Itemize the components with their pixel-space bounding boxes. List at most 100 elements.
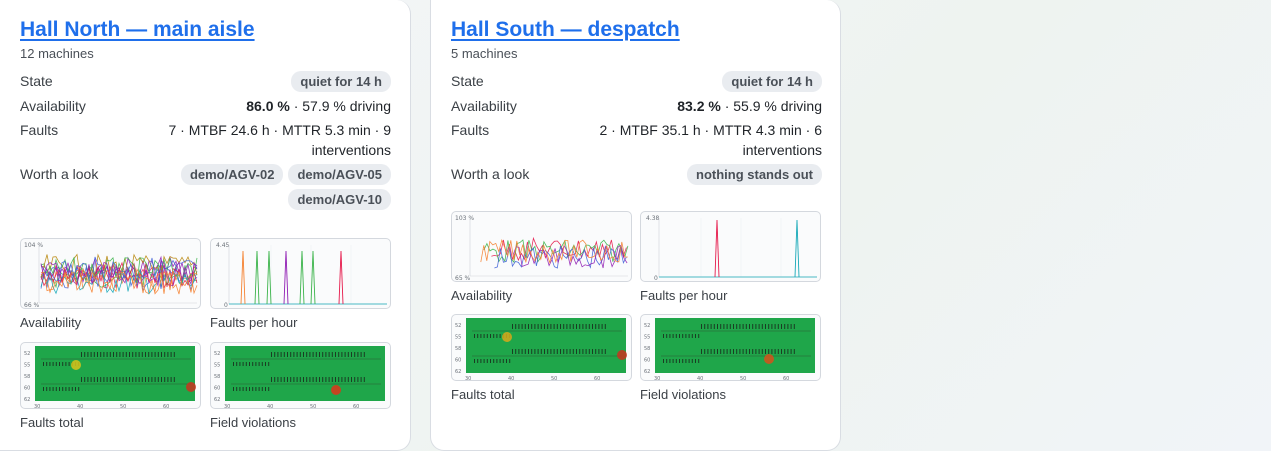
nothing-badge: nothing stands out bbox=[687, 164, 822, 185]
availability-value: 83.2 % bbox=[677, 98, 721, 114]
fault-spike bbox=[266, 250, 272, 305]
availability-label: Availability bbox=[451, 98, 517, 114]
chart-caption: Availability bbox=[451, 288, 513, 303]
state-label: State bbox=[20, 73, 53, 89]
floor-heatmap: 52 55 58 60 62 30 40 50 60 bbox=[455, 318, 627, 381]
fault-spike bbox=[714, 219, 720, 278]
chart-caption: Faults total bbox=[20, 415, 84, 430]
y-bottom-label: 65 % bbox=[455, 275, 471, 282]
hall-title-link[interactable]: Hall North — main aisle bbox=[20, 18, 255, 41]
y-tick-label: 52 bbox=[644, 323, 650, 329]
y-tick-label: 55 bbox=[644, 335, 650, 341]
faults-value: 2 · MTBF 35.1 h · MTTR 4.3 min · 6 inter… bbox=[599, 122, 823, 158]
x-tick-label: 50 bbox=[740, 376, 746, 381]
chart-caption: Faults per hour bbox=[640, 288, 728, 303]
y-tick-label: 60 bbox=[455, 358, 461, 364]
y-tick-label: 58 bbox=[24, 374, 30, 380]
x-tick-label: 30 bbox=[465, 376, 471, 381]
availability-chart[interactable]: 104 % 66 % Availability bbox=[20, 238, 201, 330]
x-tick-label: 40 bbox=[267, 404, 273, 409]
y-top-label: 4.38 bbox=[646, 215, 660, 222]
hall-card-south: Hall South — despatch 5 machines State q… bbox=[430, 0, 841, 451]
hall-title-link[interactable]: Hall South — despatch bbox=[451, 18, 680, 41]
state-badge: quiet for 14 h bbox=[291, 71, 391, 92]
x-tick-label: 40 bbox=[77, 404, 83, 409]
availability-series-line bbox=[491, 236, 627, 262]
y-tick-label: 62 bbox=[24, 397, 30, 403]
y-tick-label: 58 bbox=[644, 346, 650, 352]
availability-series-line bbox=[40, 268, 198, 294]
x-tick-label: 50 bbox=[551, 376, 557, 381]
heat-hotspot bbox=[186, 382, 196, 392]
x-tick-label: 60 bbox=[594, 376, 600, 381]
faults-row: Faults 7 · MTBF 24.6 h · MTTR 5.3 min · … bbox=[20, 120, 391, 160]
availability-driving: · 57.9 % driving bbox=[289, 98, 391, 114]
x-tick-label: 30 bbox=[34, 404, 40, 409]
heat-hotspot bbox=[617, 350, 627, 360]
x-tick-label: 50 bbox=[310, 404, 316, 409]
availability-series-line bbox=[40, 256, 198, 284]
field-violations-heatmap[interactable]: 52 55 58 60 62 30 40 50 60 Field violations bbox=[210, 342, 391, 430]
heat-hotspot bbox=[71, 360, 81, 370]
y-tick-label: 58 bbox=[214, 374, 220, 380]
availability-row: Availability 83.2 % · 55.9 % driving bbox=[451, 96, 822, 116]
state-row: State quiet for 14 h bbox=[451, 71, 822, 92]
worth-label: Worth a look bbox=[451, 166, 530, 182]
y-tick-label: 55 bbox=[214, 363, 220, 369]
availability-series-line bbox=[40, 261, 198, 289]
x-tick-label: 50 bbox=[120, 404, 126, 409]
y-bottom-label: 0 bbox=[224, 302, 228, 309]
worth-row: Worth a look demo/AGV-02 demo/AGV-05 dem… bbox=[20, 164, 391, 210]
x-tick-label: 40 bbox=[508, 376, 514, 381]
faults-total-heatmap[interactable]: 52 55 58 60 62 30 40 50 60 Faults total bbox=[20, 342, 201, 430]
y-bottom-label: 66 % bbox=[24, 302, 40, 309]
machine-badge[interactable]: demo/AGV-02 bbox=[180, 164, 284, 185]
machine-badge[interactable]: demo/AGV-10 bbox=[288, 189, 391, 210]
y-tick-label: 52 bbox=[24, 351, 30, 357]
faults-total-heatmap[interactable]: 52 55 58 60 62 30 40 50 60 Faults total bbox=[451, 314, 632, 402]
availability-series-line bbox=[480, 238, 628, 265]
y-tick-label: 60 bbox=[24, 386, 30, 392]
availability-chart[interactable]: 103 % 65 % Availability bbox=[451, 211, 632, 303]
x-tick-label: 60 bbox=[783, 376, 789, 381]
y-tick-label: 55 bbox=[455, 335, 461, 341]
fault-spike bbox=[240, 250, 246, 305]
x-tick-label: 30 bbox=[654, 376, 660, 381]
y-top-label: 103 % bbox=[455, 215, 474, 222]
fault-spike bbox=[338, 250, 344, 305]
heat-hotspot bbox=[331, 385, 341, 395]
fault-spike bbox=[310, 250, 316, 305]
faults-label: Faults bbox=[451, 122, 490, 138]
heat-hotspot bbox=[764, 354, 774, 364]
availability-row: Availability 86.0 % · 57.9 % driving bbox=[20, 96, 391, 116]
fault-spike bbox=[299, 250, 305, 305]
y-tick-label: 62 bbox=[644, 369, 650, 375]
fault-spike bbox=[254, 250, 260, 305]
chart-caption: Faults per hour bbox=[210, 315, 298, 330]
faults-value: 7 · MTBF 24.6 h · MTTR 5.3 min · 9 inter… bbox=[168, 122, 392, 158]
y-tick-label: 52 bbox=[214, 351, 220, 357]
y-top-label: 104 % bbox=[24, 242, 43, 249]
field-violations-heatmap[interactable]: 52 55 58 60 62 30 40 50 60 Field violations bbox=[640, 314, 821, 402]
faults-per-hour-chart[interactable]: 4.38 0 Faults per hour bbox=[640, 211, 821, 303]
y-tick-label: 58 bbox=[455, 346, 461, 352]
heat-hotspot bbox=[502, 332, 512, 342]
y-top-label: 4.45 bbox=[216, 242, 230, 249]
chart-caption: Field violations bbox=[210, 415, 296, 430]
floor-heatmap: 52 55 58 60 62 30 40 50 60 bbox=[644, 318, 815, 381]
y-tick-label: 62 bbox=[214, 397, 220, 403]
state-label: State bbox=[451, 73, 484, 89]
faults-per-hour-chart[interactable]: 4.45 0 Faults per hour bbox=[210, 238, 391, 330]
x-tick-label: 60 bbox=[353, 404, 359, 409]
availability-driving: · 55.9 % driving bbox=[720, 98, 822, 114]
chart-caption: Field violations bbox=[640, 387, 726, 402]
machine-badge[interactable]: demo/AGV-05 bbox=[288, 164, 391, 185]
y-bottom-label: 0 bbox=[654, 275, 658, 282]
hall-card-north: Hall North — main aisle 12 machines Stat… bbox=[0, 0, 411, 451]
state-badge: quiet for 14 h bbox=[722, 71, 822, 92]
fault-spike bbox=[794, 219, 800, 278]
x-tick-label: 30 bbox=[224, 404, 230, 409]
floor-heatmap: 52 55 58 60 62 30 40 50 60 bbox=[214, 346, 385, 409]
machine-count: 5 machines bbox=[451, 46, 518, 61]
faults-label: Faults bbox=[20, 122, 59, 138]
